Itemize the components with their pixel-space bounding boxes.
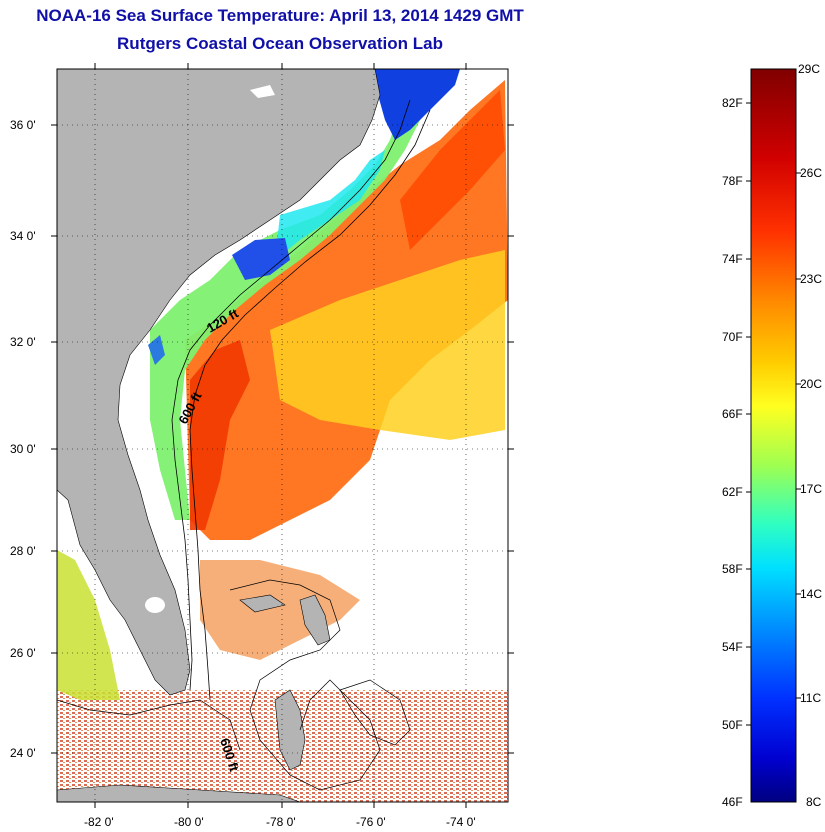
lon-label: -78 0' xyxy=(266,815,296,829)
colorbar-ticks xyxy=(746,102,801,726)
lon-label: -80 0' xyxy=(174,815,204,829)
sst-south-orange xyxy=(200,560,360,660)
contour-bahamas-2 xyxy=(339,679,411,746)
sst-yellow-offshore xyxy=(270,250,505,440)
lat-label: 30 0' xyxy=(10,442,36,456)
contour-bahamas xyxy=(229,579,381,791)
lat-label: 32 0' xyxy=(10,335,36,349)
colorbar-f-label: 46F xyxy=(722,795,743,809)
sst-west-florida-shelf xyxy=(57,550,120,700)
map-ticks xyxy=(51,63,514,808)
sst-ne-warm xyxy=(400,90,505,250)
sst-cyan-patches xyxy=(275,150,385,260)
colorbar-c-label: 8C xyxy=(806,795,822,809)
land-bahamas-andros xyxy=(274,689,306,771)
colorbar-c-label: 17C xyxy=(800,482,823,496)
lon-label: -76 0' xyxy=(356,815,386,829)
lat-label: 26 0' xyxy=(10,646,36,660)
contour-600ft xyxy=(189,109,431,701)
colorbar-f-label: 54F xyxy=(722,640,743,654)
colorbar-c-label: 29C xyxy=(798,62,821,76)
colorbar-f-label: 74F xyxy=(722,252,743,266)
lake-okeechobee xyxy=(145,597,165,613)
land-cuba xyxy=(57,784,301,802)
colorbar-c-label: 26C xyxy=(800,166,823,180)
contour-keys xyxy=(57,699,241,751)
colorbar-f-label: 78F xyxy=(722,174,743,188)
map-subtitle: Rutgers Coastal Ocean Observation Lab xyxy=(117,34,443,53)
colorbar-c-label: 20C xyxy=(800,377,823,391)
sst-warm-core xyxy=(190,340,250,530)
colorbar-c-label: 23C xyxy=(800,272,823,286)
colorbar-c-label: 11C xyxy=(800,691,822,705)
colorbar-c-label: 14C xyxy=(800,587,823,601)
map-gridlines xyxy=(57,69,508,802)
colorbar xyxy=(750,68,797,803)
sst-blue-cold-south xyxy=(148,335,165,365)
sst-blue-cold-north xyxy=(375,69,460,140)
map-title: NOAA-16 Sea Surface Temperature: April 1… xyxy=(36,6,524,25)
colorbar-f-label: 70F xyxy=(722,330,743,344)
colorbar-f-label: 82F xyxy=(722,96,743,110)
colorbar-f-label: 62F xyxy=(722,485,743,499)
sst-blue-cold-mid xyxy=(232,238,290,280)
lon-label: -82 0' xyxy=(84,815,114,829)
colorbar-f-label: 66F xyxy=(722,407,743,421)
lat-label: 24 0' xyxy=(10,746,36,760)
lat-label: 28 0' xyxy=(10,544,36,558)
inland-lake xyxy=(250,85,275,98)
lon-label: -74 0' xyxy=(446,815,476,829)
land-us-east-coast xyxy=(57,69,381,696)
lat-label: 34 0' xyxy=(10,229,36,243)
colorbar-f-label: 50F xyxy=(722,718,743,732)
lat-label: 36 0' xyxy=(10,118,36,132)
land-bahamas-grand xyxy=(239,594,286,613)
colorbar-f-label: 58F xyxy=(722,562,743,576)
